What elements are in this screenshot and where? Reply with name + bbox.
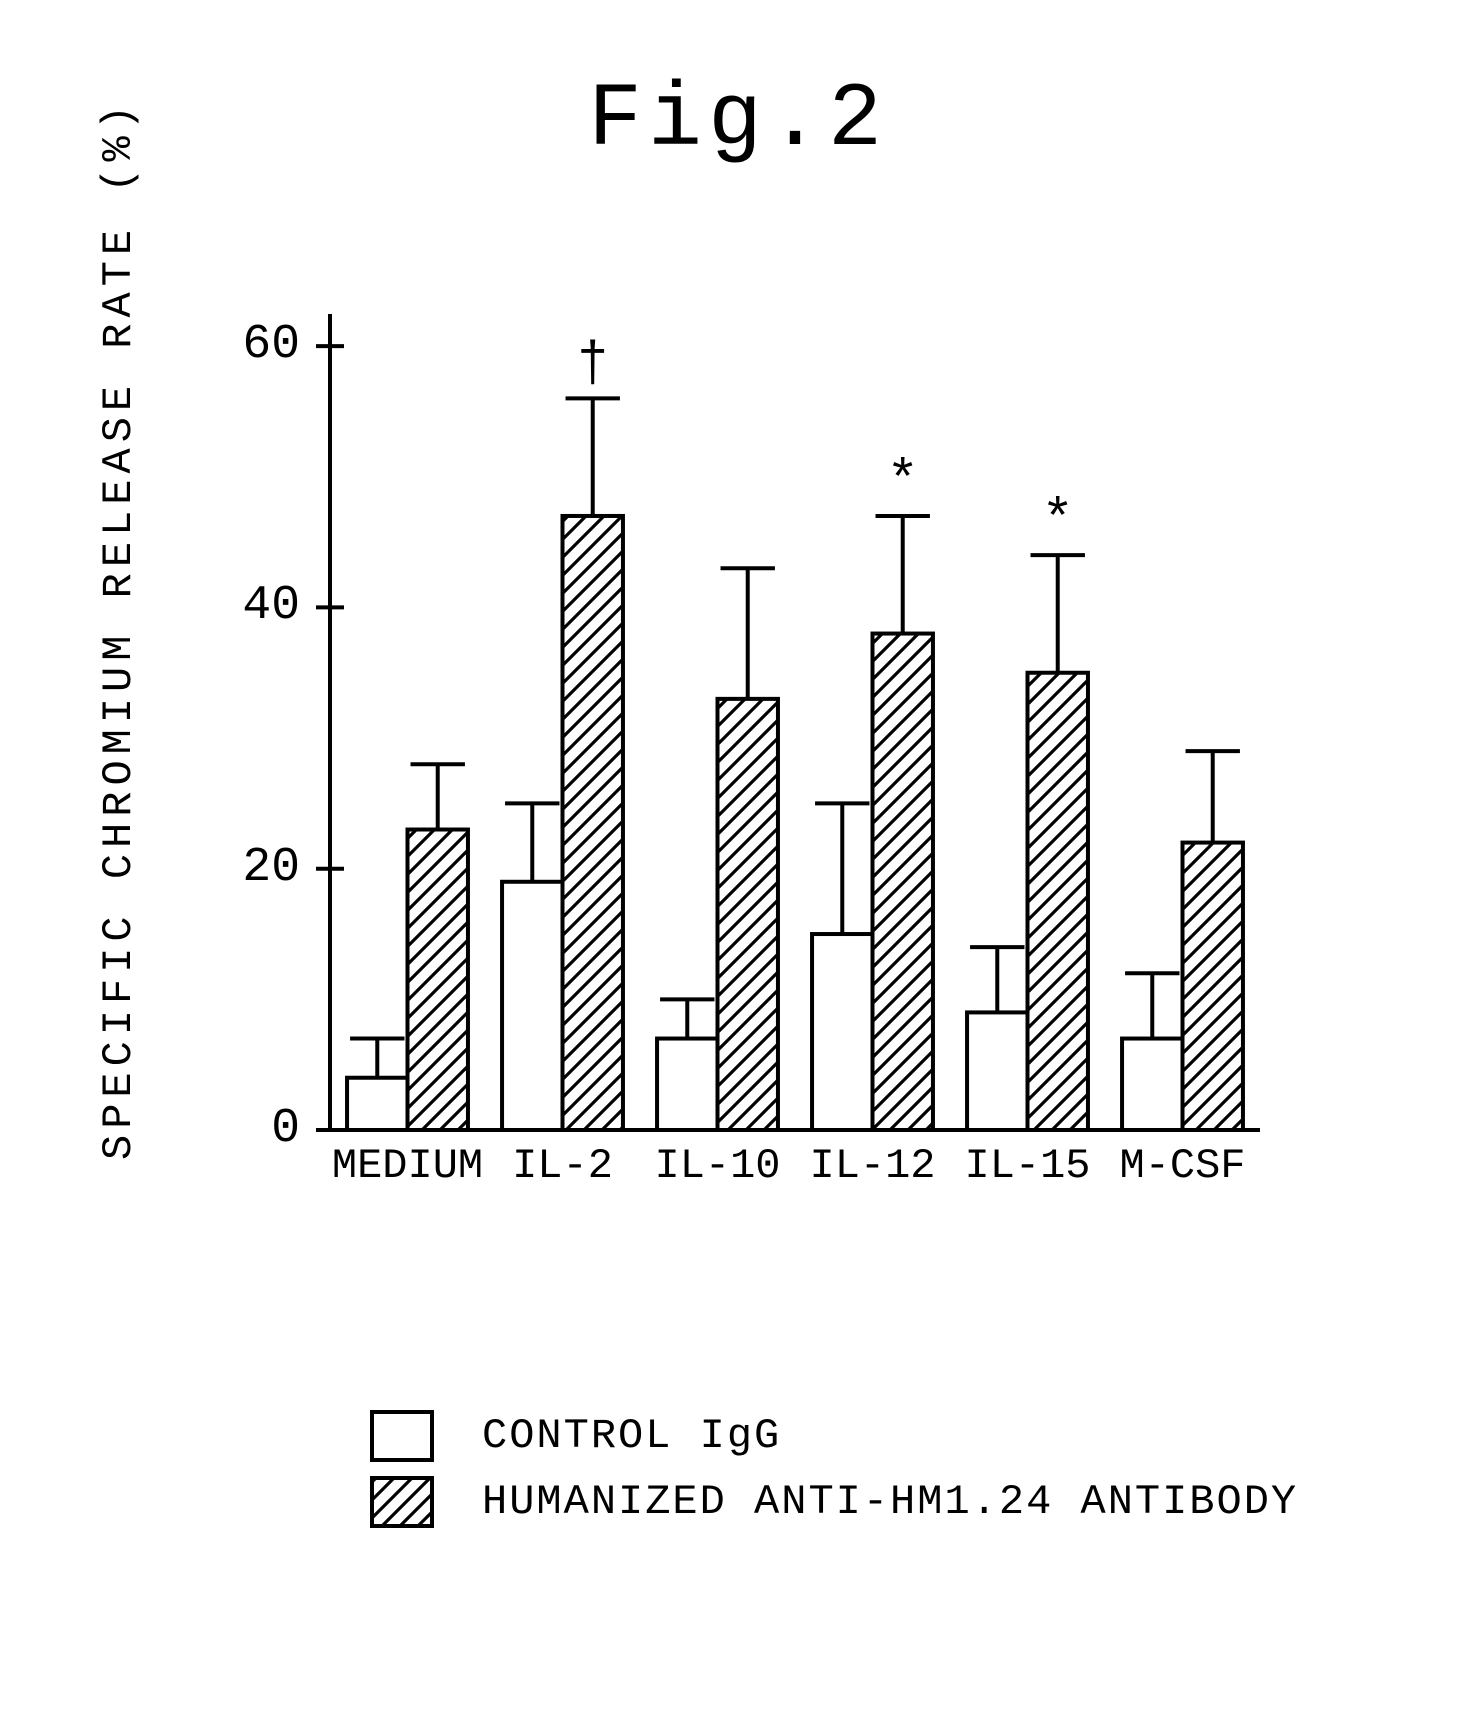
legend-label-humanized: HUMANIZED ANTI-HM1.24 ANTIBODY: [482, 1478, 1298, 1526]
legend-item-humanized: HUMANIZED ANTI-HM1.24 ANTIBODY: [370, 1476, 1370, 1528]
bar: [347, 1078, 407, 1130]
figure-title: Fig.2: [0, 70, 1476, 172]
bar: [967, 1012, 1027, 1130]
y-tick-label: 40: [220, 579, 300, 633]
x-tick-label: MEDIUM: [328, 1142, 488, 1190]
bar: [408, 830, 468, 1130]
bar: [1122, 1039, 1182, 1130]
x-tick-label: IL-12: [793, 1142, 953, 1190]
bar: [1183, 843, 1243, 1130]
bar: [1028, 673, 1088, 1130]
legend: CONTROL IgG HUMANIZED ANTI-HM1.24 ANTIBO…: [370, 1410, 1370, 1542]
annotation-symbol: *: [1042, 491, 1074, 552]
bar: [657, 1039, 717, 1130]
x-tick-label: IL-15: [948, 1142, 1108, 1190]
x-tick-label: M-CSF: [1103, 1142, 1263, 1190]
y-tick-label: 60: [220, 318, 300, 372]
x-tick-label: IL-2: [483, 1142, 643, 1190]
annotation-symbol: *: [887, 452, 919, 513]
chart-area: † * *: [280, 300, 1260, 1170]
legend-swatch-humanized: [370, 1476, 434, 1528]
y-tick-label: 0: [220, 1102, 300, 1156]
bar-chart: † * *: [280, 300, 1260, 1170]
annotation-symbol: †: [577, 334, 609, 395]
bar: [718, 699, 778, 1130]
y-axis-label: SPECIFIC CHROMIUM RELEASE RATE (%): [95, 260, 143, 1160]
bar: [563, 516, 623, 1130]
x-tick-label: IL-10: [638, 1142, 798, 1190]
bar: [873, 634, 933, 1130]
page: Fig.2 SPECIFIC CHROMIUM RELEASE RATE (%)…: [0, 0, 1476, 1713]
legend-item-control: CONTROL IgG: [370, 1410, 1370, 1462]
legend-label-control: CONTROL IgG: [482, 1412, 781, 1460]
bar: [502, 882, 562, 1130]
bar: [812, 934, 872, 1130]
legend-swatch-control: [370, 1410, 434, 1462]
y-tick-label: 20: [220, 841, 300, 895]
